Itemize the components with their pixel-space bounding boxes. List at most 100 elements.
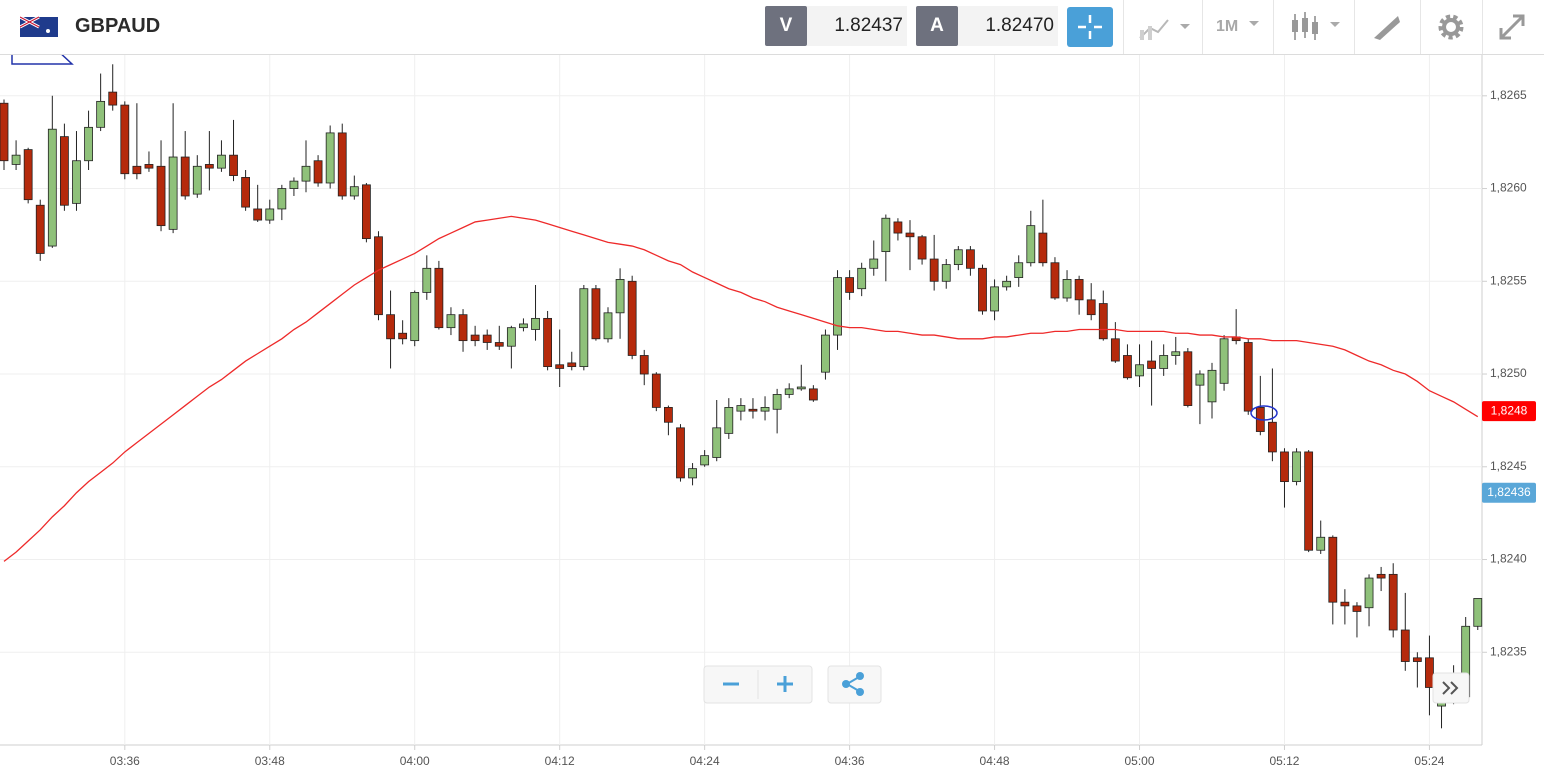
bar-icon	[1140, 30, 1144, 40]
candle-body	[869, 258, 879, 269]
candle-body	[458, 314, 468, 342]
candle-type-button[interactable]	[1290, 10, 1350, 44]
candle-body	[591, 288, 601, 340]
candle-body	[953, 249, 963, 265]
candle-body	[700, 455, 710, 466]
candle-body	[1098, 303, 1108, 340]
candle-body	[1219, 338, 1229, 384]
candle-body	[772, 394, 782, 410]
candle-body	[1473, 598, 1483, 627]
candle-body	[84, 126, 93, 162]
candle-body	[72, 160, 81, 204]
sell-button[interactable]: V	[765, 6, 807, 46]
candle-body	[688, 468, 697, 479]
candle-body	[386, 314, 395, 340]
crosshair-button[interactable]	[1067, 7, 1113, 47]
candle-body	[204, 164, 214, 169]
candle-body	[917, 236, 927, 260]
candle-body	[1340, 601, 1350, 607]
candle-body	[108, 91, 118, 106]
y-tick-label: 1,8245	[1490, 459, 1527, 473]
y-tick-label: 1,8265	[1490, 88, 1527, 102]
x-tick-label: 03:36	[110, 754, 140, 768]
candle-body	[349, 186, 359, 197]
chart-type-button[interactable]	[1138, 12, 1198, 42]
candle-body	[1388, 573, 1398, 631]
candle-body	[615, 279, 625, 314]
x-tick-label: 05:24	[1414, 754, 1444, 768]
candle-body	[760, 407, 770, 412]
candle-body	[144, 164, 154, 169]
x-tick-label: 04:00	[400, 754, 430, 768]
candle-body	[60, 136, 69, 206]
candle-body	[881, 217, 891, 253]
candle-body	[966, 249, 975, 269]
candle-body	[1268, 421, 1277, 453]
candle-body	[422, 267, 432, 293]
bar-icon	[1148, 26, 1152, 40]
drawing-tools-button[interactable]	[1372, 12, 1402, 42]
candle-body	[1280, 451, 1289, 483]
candle-body	[35, 204, 45, 254]
price-label-box	[1482, 482, 1536, 503]
sell-price[interactable]: 1.82437	[807, 6, 907, 46]
candle-body	[132, 165, 142, 175]
zoom-in[interactable]	[777, 676, 793, 692]
candle-body	[217, 154, 226, 169]
candle-body	[990, 286, 999, 312]
settings-button[interactable]	[1436, 12, 1466, 42]
candle-body	[555, 364, 565, 369]
fullscreen-button[interactable]	[1497, 12, 1527, 42]
candle-body	[1062, 279, 1072, 299]
candle-body	[1026, 225, 1036, 264]
x-tick-label: 05:00	[1125, 754, 1155, 768]
crosshair-icon	[1078, 15, 1102, 39]
candle-body	[1255, 407, 1265, 432]
y-tick-label: 1,8255	[1490, 273, 1527, 287]
x-tick-label: 04:24	[690, 754, 720, 768]
candle-body	[1304, 451, 1314, 551]
y-tick-label: 1,8240	[1490, 552, 1527, 566]
candle-body	[1123, 355, 1132, 379]
candle-body	[277, 188, 287, 210]
pencil-icon	[1374, 16, 1400, 40]
price-label: 1,82436	[1487, 485, 1531, 499]
buy-price[interactable]: 1.82470	[958, 6, 1058, 46]
candle-body	[712, 427, 722, 458]
candle-body	[313, 160, 323, 184]
candle-body	[301, 165, 311, 182]
candle-body	[1328, 536, 1338, 603]
candle-body	[676, 427, 685, 479]
caret	[1249, 21, 1259, 26]
scroll-right-button[interactable]	[1432, 672, 1470, 704]
candle-body	[494, 342, 504, 347]
candle-body	[1074, 279, 1084, 301]
candle-body	[821, 334, 830, 373]
x-tick-label: 04:48	[980, 754, 1010, 768]
candle-body	[1412, 657, 1422, 662]
timeframe[interactable]: 1M	[1216, 18, 1239, 35]
buy-button[interactable]: A	[916, 6, 958, 46]
candle-body	[1316, 536, 1326, 551]
candle-body	[482, 334, 492, 343]
candle-body	[434, 267, 444, 329]
candle-body	[1014, 262, 1024, 278]
toolbar: GBPAUD V 1.82437 A 1.82470 1M	[0, 0, 1544, 55]
candle-body	[519, 323, 528, 329]
candle-body	[229, 154, 238, 176]
candle-body	[1195, 373, 1205, 386]
dropdown-caret	[1330, 22, 1340, 27]
candle-body	[724, 407, 734, 434]
candle-body	[929, 258, 939, 282]
candle-icon	[1302, 18, 1308, 32]
dropdown-caret	[1180, 24, 1190, 29]
separator	[1123, 0, 1124, 54]
share-button[interactable]	[827, 665, 882, 704]
candle-body	[1038, 232, 1048, 264]
candle-body	[374, 236, 383, 316]
gear-icon	[1442, 18, 1460, 36]
y-tick-label: 1,8260	[1490, 181, 1527, 195]
candle-body	[1425, 657, 1434, 688]
candle-icon	[1312, 22, 1318, 34]
